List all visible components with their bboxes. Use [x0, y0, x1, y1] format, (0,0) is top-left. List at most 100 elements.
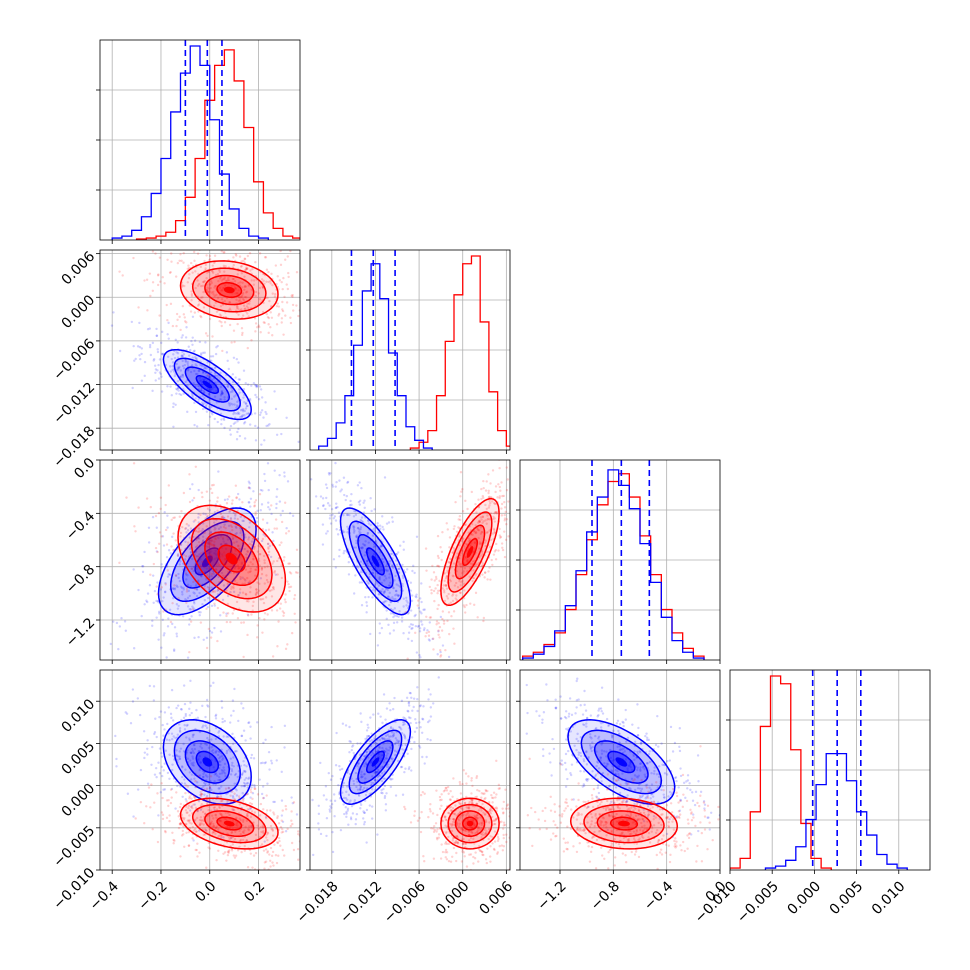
- scatter-point: [217, 731, 220, 734]
- scatter-point: [253, 785, 256, 789]
- scatter-point: [263, 861, 267, 864]
- scatter-point: [231, 499, 234, 502]
- scatter-point: [240, 734, 243, 738]
- scatter-point: [188, 797, 191, 800]
- scatter-point: [385, 522, 389, 525]
- scatter-point: [423, 859, 426, 863]
- scatter-point: [271, 834, 275, 837]
- scatter-point: [155, 526, 158, 529]
- scatter-point: [300, 592, 302, 594]
- scatter-point: [258, 385, 262, 388]
- scatter-point: [502, 844, 506, 848]
- scatter-point: [158, 358, 162, 361]
- scatter-point: [273, 295, 277, 298]
- scatter-point: [409, 589, 412, 592]
- scatter-point: [156, 792, 159, 795]
- scatter-point: [302, 612, 304, 614]
- scatter-point: [353, 529, 356, 533]
- scatter-point: [184, 597, 187, 601]
- scatter-point: [265, 833, 268, 836]
- scatter-point: [358, 530, 361, 533]
- scatter-point: [343, 549, 346, 553]
- scatter-point: [444, 840, 448, 844]
- scatter-point: [226, 359, 229, 362]
- scatter-point: [255, 384, 259, 388]
- scatter-point: [238, 299, 242, 302]
- scatter-point: [158, 314, 161, 317]
- scatter-point: [133, 359, 136, 362]
- scatter-point: [198, 282, 201, 286]
- scatter-point: [302, 599, 304, 601]
- scatter-point: [447, 592, 450, 596]
- scatter-point: [182, 367, 186, 370]
- scatter-point: [325, 798, 328, 801]
- scatter-point: [399, 726, 402, 729]
- scatter-point: [103, 684, 105, 686]
- scatter-point: [336, 505, 339, 509]
- scatter-point: [379, 715, 382, 718]
- scatter-point: [367, 522, 371, 525]
- scatter-point: [255, 396, 258, 399]
- scatter-point: [185, 585, 189, 588]
- scatter-point: [468, 814, 471, 817]
- scatter-point: [185, 811, 188, 814]
- scatter-point: [231, 403, 234, 406]
- scatter-point: [276, 559, 279, 563]
- scatter-point: [371, 588, 374, 592]
- scatter-point: [188, 473, 191, 476]
- scatter-point: [256, 537, 259, 540]
- scatter-point: [264, 596, 268, 599]
- scatter-point: [359, 788, 362, 791]
- scatter-point: [378, 524, 382, 527]
- scatter-point: [212, 751, 215, 755]
- scatter-point: [269, 824, 273, 828]
- scatter-point: [238, 817, 241, 820]
- scatter-point: [329, 799, 332, 802]
- scatter-point: [180, 823, 183, 826]
- scatter-point: [271, 829, 275, 832]
- scatter-point: [377, 755, 380, 758]
- scatter-point: [387, 735, 391, 738]
- scatter-point: [175, 312, 179, 316]
- scatter-point: [244, 769, 247, 773]
- scatter-point: [397, 594, 400, 597]
- scatter-point: [124, 711, 127, 714]
- scatter-point: [145, 497, 149, 500]
- scatter-point: [364, 595, 367, 599]
- scatter-point: [481, 530, 484, 534]
- scatter-point: [235, 254, 238, 257]
- scatter-point: [227, 279, 231, 282]
- scatter-point: [339, 777, 343, 781]
- scatter-point: [190, 762, 193, 765]
- scatter-point: [488, 499, 491, 503]
- scatter-point: [377, 768, 380, 772]
- scatter-point: [151, 624, 154, 627]
- scatter-point: [447, 655, 451, 659]
- scatter-point: [139, 357, 142, 361]
- scatter-point: [162, 734, 165, 737]
- scatter-point: [198, 822, 202, 825]
- scatter-point: [172, 597, 175, 600]
- scatter-point: [171, 831, 174, 834]
- scatter-point: [162, 544, 166, 547]
- scatter-point: [182, 825, 185, 828]
- scatter-point: [419, 830, 423, 834]
- scatter-point: [243, 257, 246, 260]
- scatter-point: [223, 516, 226, 520]
- scatter-point: [453, 584, 457, 587]
- scatter-point: [305, 575, 307, 577]
- scatter-point: [195, 588, 199, 591]
- scatter-point: [379, 527, 382, 531]
- scatter-point: [403, 734, 407, 738]
- scatter-point: [482, 619, 485, 623]
- scatter-point: [266, 521, 269, 525]
- scatter-point: [345, 790, 348, 794]
- scatter-point: [223, 276, 226, 279]
- scatter-point: [335, 480, 338, 484]
- scatter-point: [254, 574, 257, 577]
- scatter-point: [256, 824, 259, 827]
- scatter-point: [434, 575, 438, 579]
- scatter-point: [435, 623, 438, 626]
- scatter-point: [458, 825, 461, 828]
- scatter-point: [205, 787, 209, 790]
